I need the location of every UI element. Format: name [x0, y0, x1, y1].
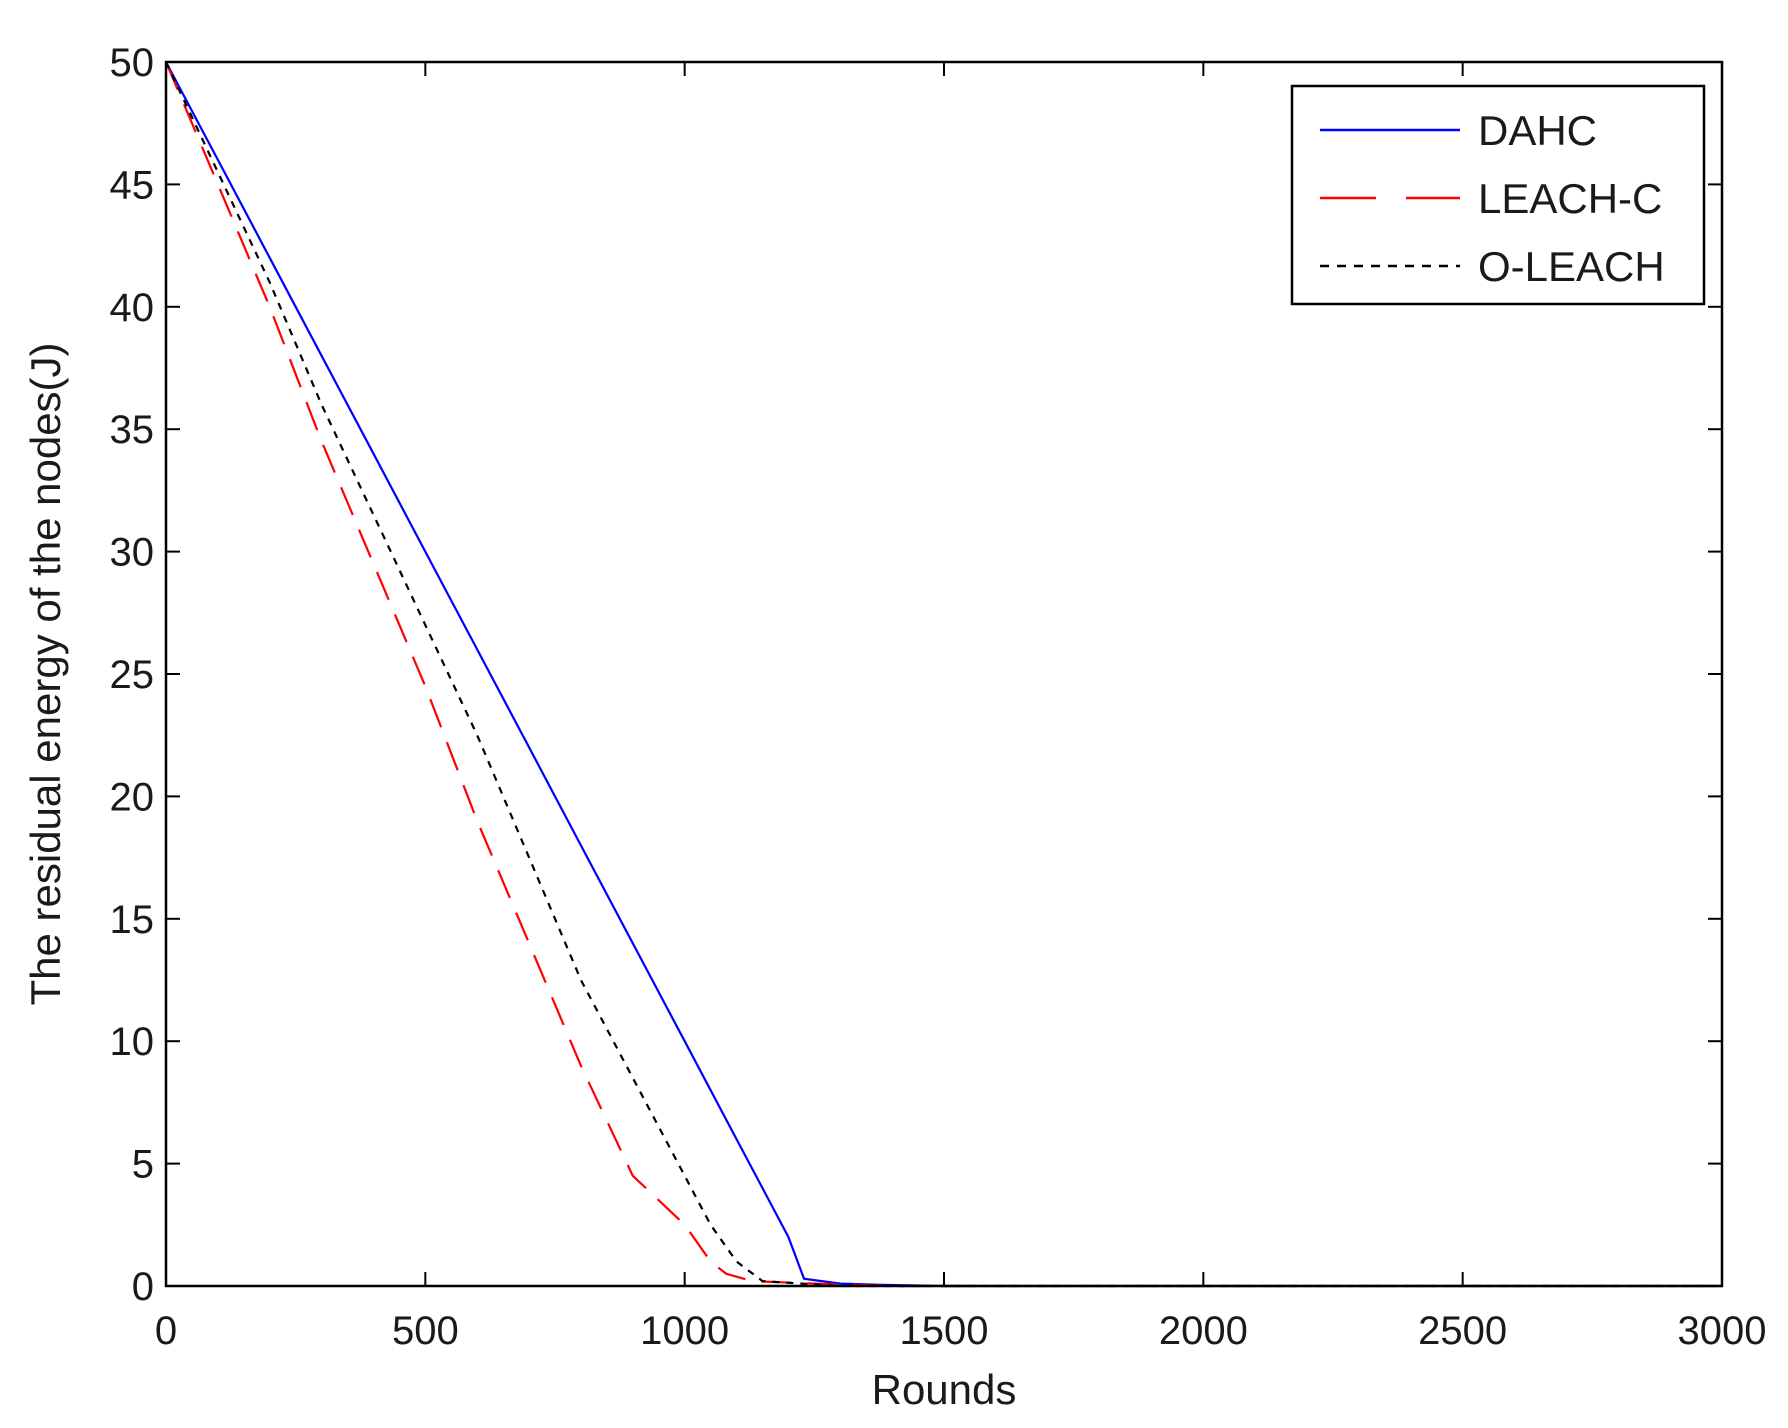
y-tick-label: 5	[132, 1143, 154, 1187]
legend: DAHC LEACH-C O-LEACH	[1290, 84, 1706, 306]
x-tick-label: 2000	[1159, 1309, 1248, 1353]
x-axis-title: Rounds	[872, 1366, 1017, 1413]
y-tick-label: 40	[110, 286, 155, 330]
y-tick-label: 20	[110, 775, 155, 819]
x-tick-label: 3000	[1678, 1309, 1767, 1353]
x-axis-ticks: 0 500 1000 1500 2000 2500 3000	[155, 62, 1767, 1353]
y-axis-title: The residual energy of the nodes(J)	[22, 342, 69, 1005]
y-tick-label: 30	[110, 531, 155, 575]
x-tick-label: 1000	[640, 1309, 729, 1353]
y-tick-label: 35	[110, 408, 155, 452]
x-tick-label: 500	[392, 1309, 459, 1353]
x-tick-label: 0	[155, 1309, 177, 1353]
y-tick-label: 25	[110, 653, 155, 697]
y-tick-label: 0	[132, 1265, 154, 1309]
legend-label: O-LEACH	[1478, 243, 1665, 290]
legend-items: DAHC LEACH-C O-LEACH	[1320, 107, 1665, 290]
y-tick-label: 50	[110, 41, 155, 85]
y-tick-label: 15	[110, 898, 155, 942]
legend-label: LEACH-C	[1478, 175, 1662, 222]
y-axis-ticks: 0 5 10 15 20 25 30 35 40 45 50	[110, 41, 1722, 1309]
legend-label: DAHC	[1478, 107, 1597, 154]
series-line-leach-c	[164, 61, 1722, 1288]
x-tick-label: 1500	[900, 1309, 989, 1353]
y-tick-label: 45	[110, 163, 155, 207]
x-tick-label: 2500	[1418, 1309, 1507, 1353]
legend-box	[1290, 84, 1706, 306]
y-tick-label: 10	[110, 1020, 155, 1064]
